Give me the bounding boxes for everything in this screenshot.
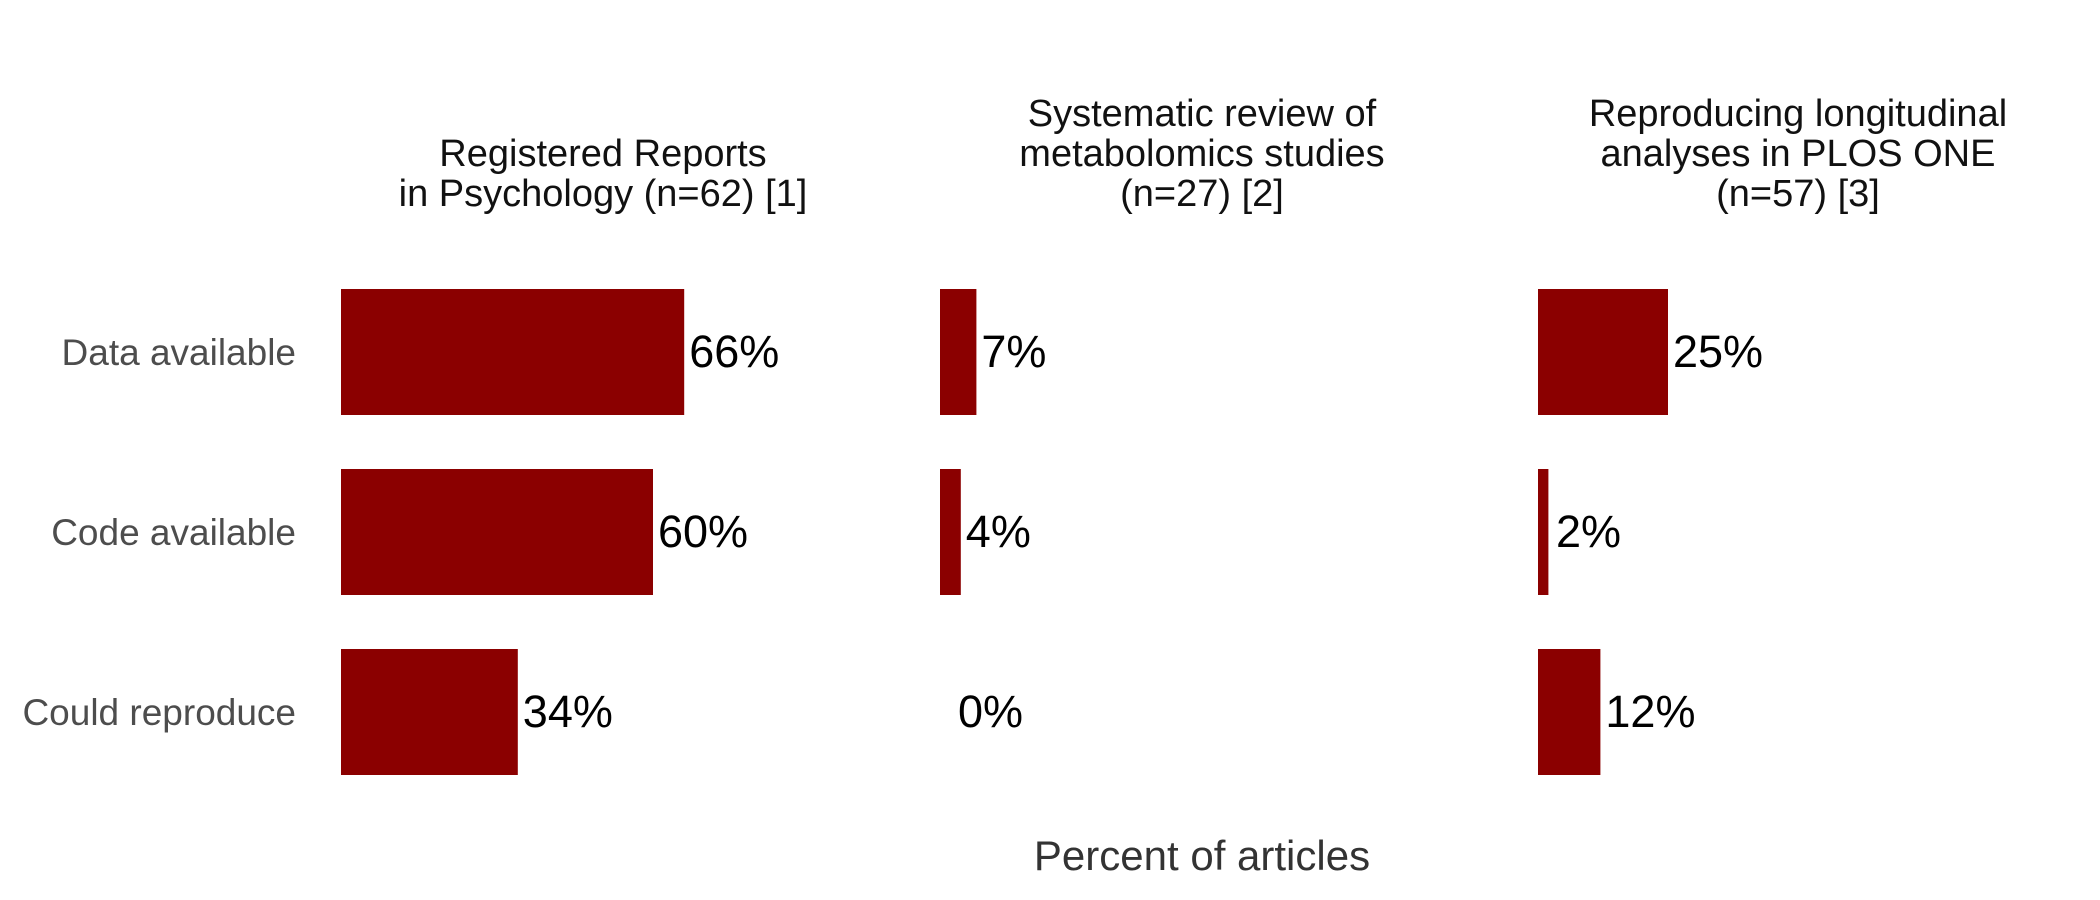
panel-1-bar-0: [940, 289, 977, 415]
panel-1-value-label-0: 7%: [981, 326, 1046, 377]
panel-2-bar-2: [1538, 649, 1601, 775]
panel-1-value-label-2: 0%: [958, 686, 1023, 737]
panel-2-bar-0: [1538, 289, 1668, 415]
row-label-0: Data available: [62, 332, 296, 373]
panel-0-bar-2: [341, 649, 518, 775]
panel-0-title-line-0: Registered Reports: [439, 133, 766, 175]
panel-0-value-label-1: 60%: [658, 506, 748, 557]
panel-2-bar-1: [1538, 469, 1549, 595]
panel-0-value-label-0: 66%: [689, 326, 779, 377]
panel-1-title-line-0: Systematic review of: [1028, 93, 1377, 135]
panel-2-value-label-0: 25%: [1673, 326, 1763, 377]
row-label-2: Could reproduce: [22, 692, 296, 733]
row-labels: Data available Code available Could reprod…: [22, 332, 296, 733]
panel-1-title-line-1: metabolomics studies: [1019, 133, 1384, 175]
panel-1-bar-1: [940, 469, 961, 595]
panel-1-value-label-1: 4%: [966, 506, 1031, 557]
panel-0-bar-1: [341, 469, 653, 595]
panel-0-value-label-2: 34%: [523, 686, 613, 737]
panel-2-title-line-0: Reproducing longitudinal: [1589, 93, 2007, 135]
panel-0-bar-0: [341, 289, 685, 415]
panel-1-title-line-2: (n=27) [2]: [1120, 173, 1284, 215]
panel-2-value-label-1: 2%: [1556, 506, 1621, 557]
panel-2-title-line-1: analyses in PLOS ONE: [1601, 133, 1996, 175]
panel-0-title-line-1: in Psychology (n=62) [1]: [399, 173, 808, 215]
panel-2-value-label-2: 12%: [1605, 686, 1695, 737]
row-label-1: Code available: [51, 512, 296, 553]
panel-2-title-line-2: (n=57) [3]: [1716, 173, 1880, 215]
x-axis-title: Percent of articles: [1034, 832, 1370, 879]
